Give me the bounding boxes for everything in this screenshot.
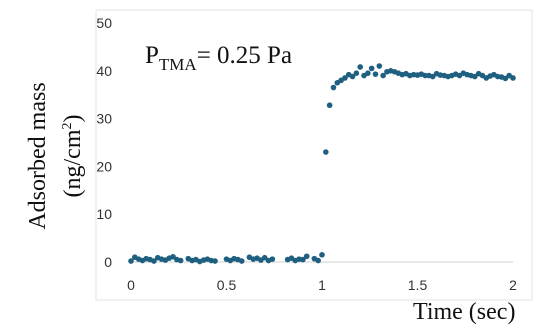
y-axis-title-line1: Adsorbed mass xyxy=(25,82,51,229)
data-point xyxy=(170,253,176,260)
x-tick-label: 1 xyxy=(318,277,326,293)
data-point xyxy=(372,71,379,77)
data-point xyxy=(510,75,516,81)
data-point xyxy=(472,73,478,80)
data-point xyxy=(349,73,356,80)
y-tick-labels: 0 10 20 30 40 50 xyxy=(96,15,112,270)
data-point xyxy=(128,258,134,264)
data-point xyxy=(502,75,509,82)
x-axis-title: Time (sec) xyxy=(413,299,515,325)
y-tick-label: 10 xyxy=(96,206,112,222)
pressure-annotation: PTMA= 0.25 Pa xyxy=(145,42,292,74)
data-point xyxy=(323,149,329,155)
y-tick-label: 30 xyxy=(96,111,112,127)
data-point xyxy=(365,70,371,76)
data-point xyxy=(238,258,245,264)
data-point xyxy=(380,72,386,79)
annotation-subscript: TMA xyxy=(159,55,198,74)
annotation-suffix: = 0.25 Pa xyxy=(197,42,292,69)
data-point xyxy=(368,65,375,72)
data-point xyxy=(212,258,218,264)
y-axis-title-superscript: 2 xyxy=(60,123,75,130)
x-tick-label: 1.5 xyxy=(408,277,428,293)
data-point xyxy=(177,257,184,264)
y-tick-label: 50 xyxy=(96,15,112,31)
y-axis-title-close: ) xyxy=(60,115,86,123)
data-point xyxy=(303,253,310,260)
data-point xyxy=(326,102,333,109)
plot-frame xyxy=(95,9,533,301)
x-tick-label: 2 xyxy=(509,277,517,293)
y-axis-title-unit: (ng/cm xyxy=(60,129,86,197)
data-point xyxy=(315,257,321,264)
y-axis-title-line2: (ng/cm2) xyxy=(60,115,86,198)
data-point xyxy=(357,64,364,70)
data-point xyxy=(429,73,436,80)
data-point xyxy=(342,75,348,81)
x-tick-label: 0.5 xyxy=(217,277,237,293)
data-point xyxy=(376,63,383,69)
data-point xyxy=(353,70,360,76)
y-tick-label: 0 xyxy=(104,254,112,270)
data-point xyxy=(300,256,306,263)
y-tick-label: 20 xyxy=(96,158,112,174)
data-points xyxy=(128,63,516,265)
y-tick-label: 40 xyxy=(96,63,112,79)
x-tick-labels: 0 0.5 1 1.5 2 xyxy=(127,277,517,293)
annotation-prefix: P xyxy=(145,42,159,69)
x-tick-label: 0 xyxy=(127,277,135,293)
data-point xyxy=(330,84,337,91)
data-point xyxy=(319,252,325,258)
data-point xyxy=(261,254,268,261)
data-point xyxy=(151,258,157,264)
data-point xyxy=(269,256,276,262)
